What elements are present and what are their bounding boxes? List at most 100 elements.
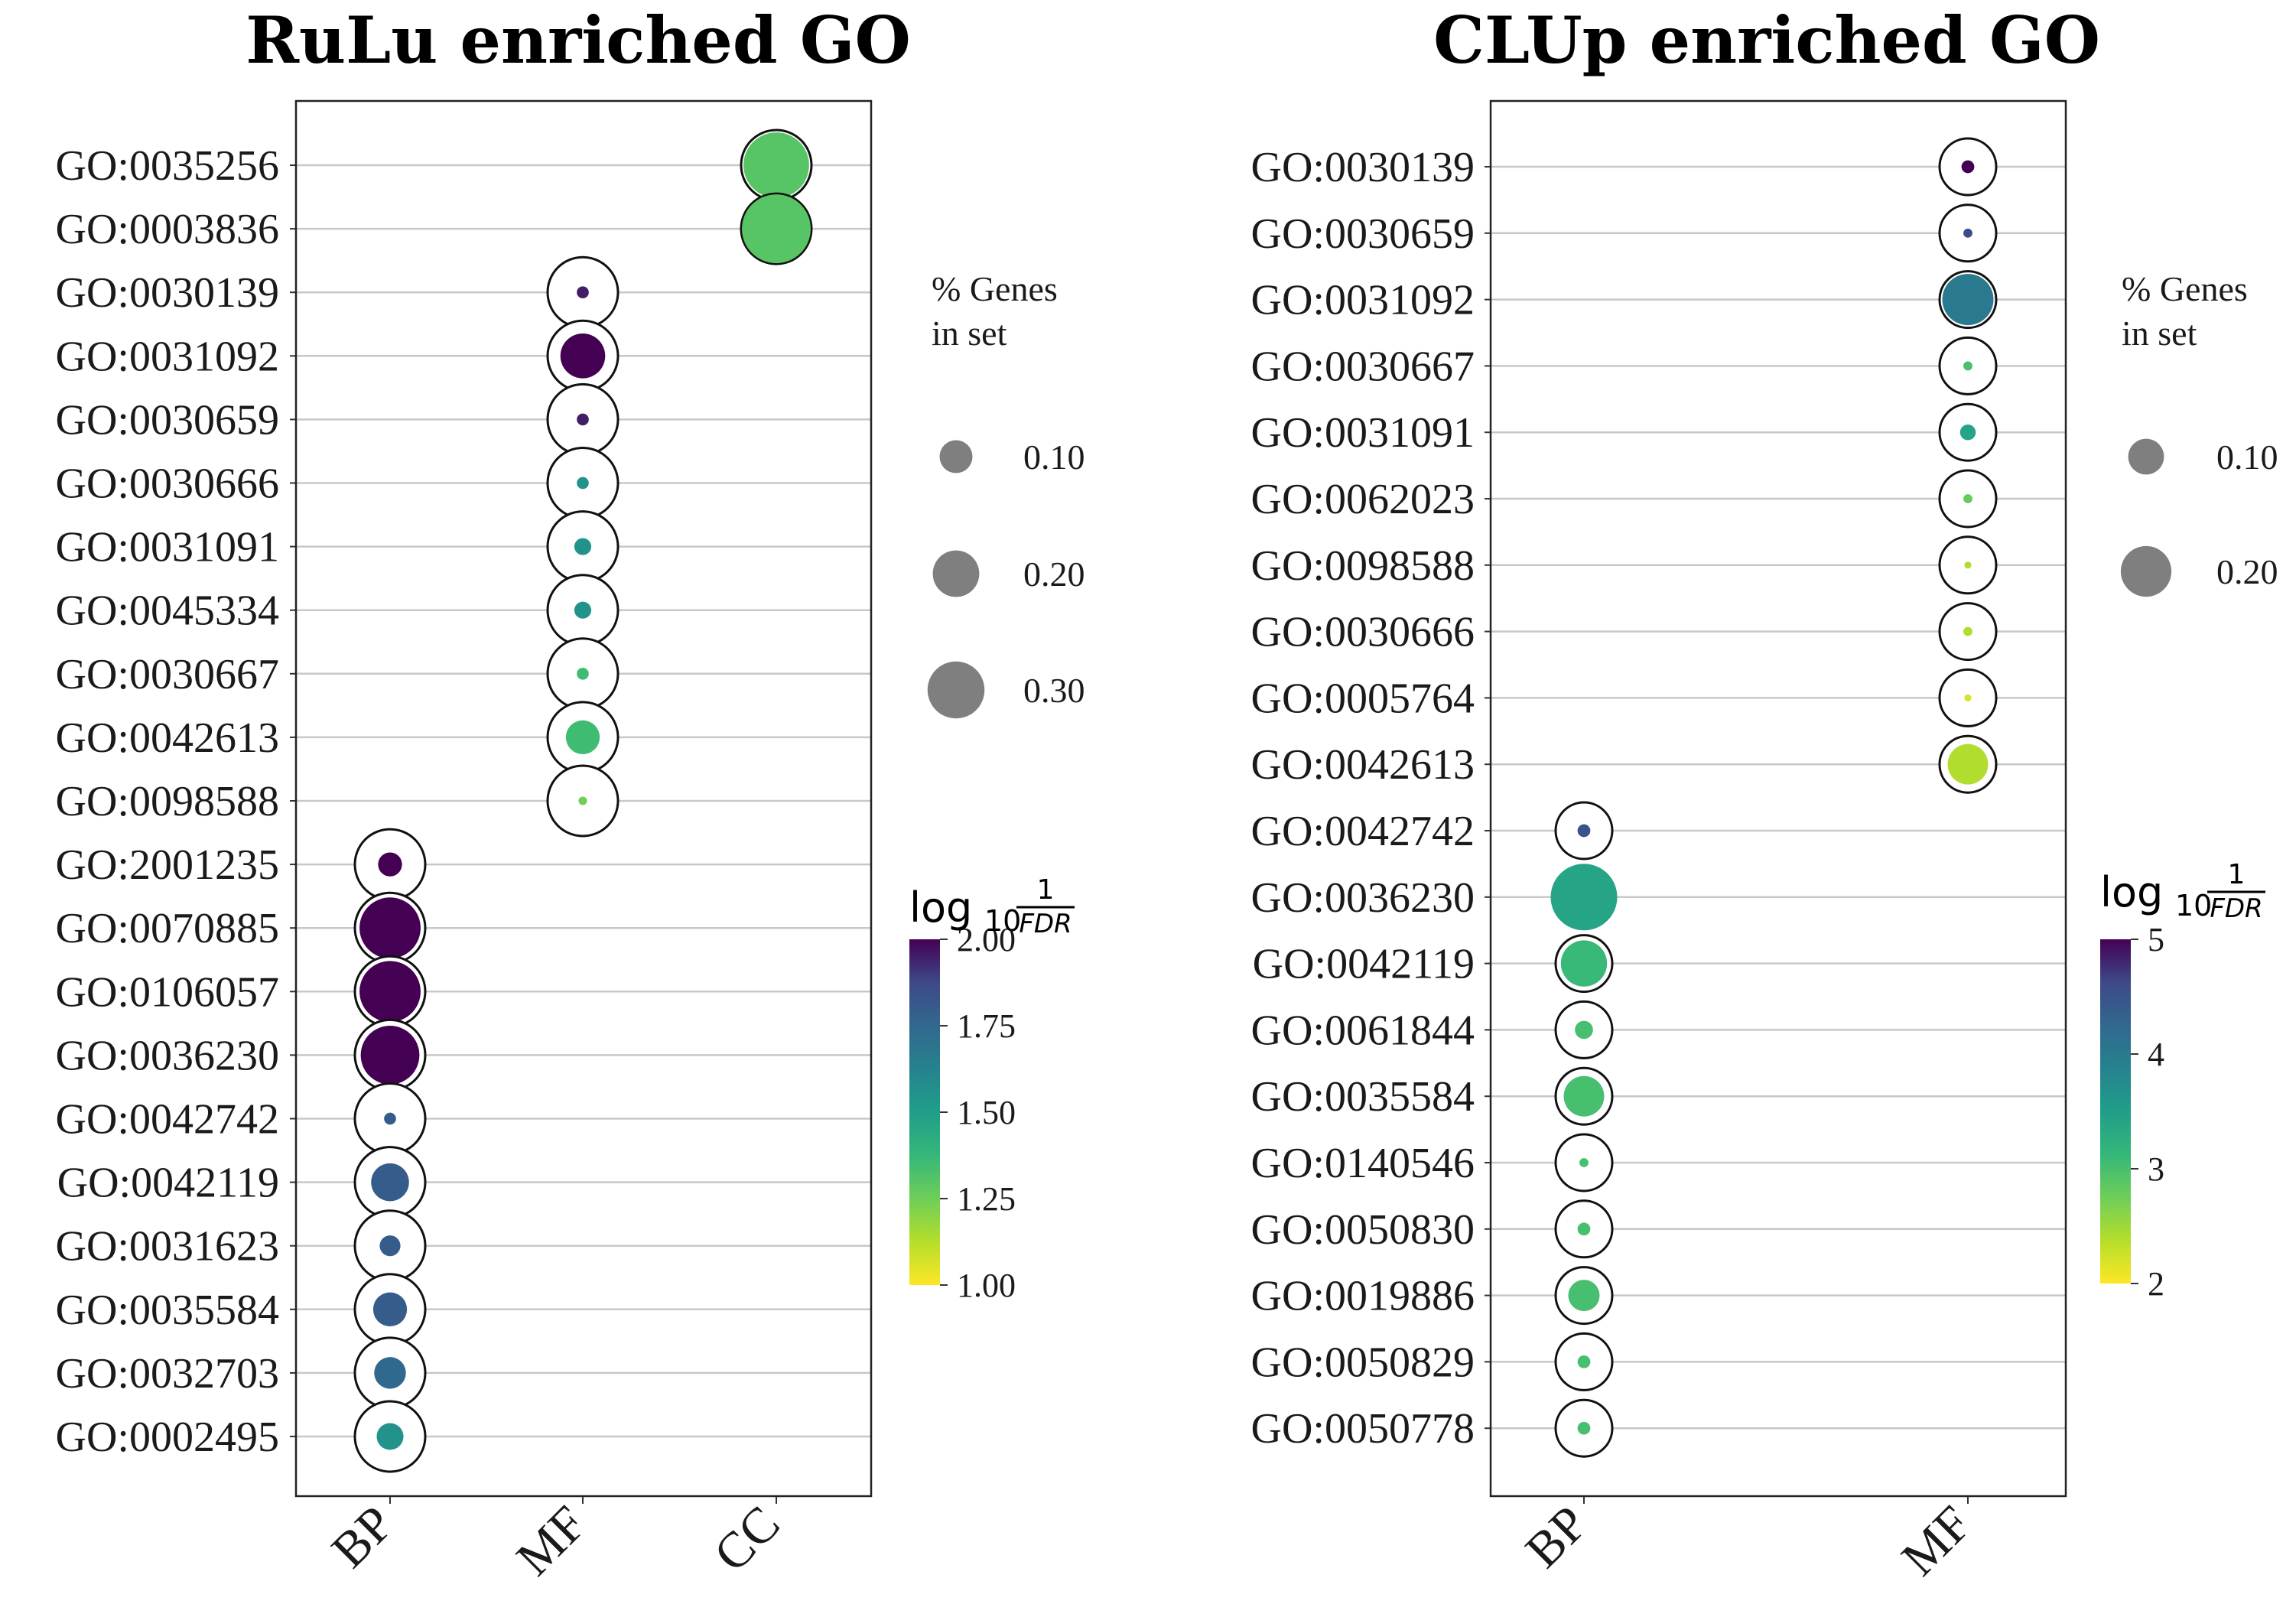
bubble	[743, 132, 809, 198]
y-tick-label: GO:0030667	[56, 651, 279, 698]
bubble	[1964, 561, 1972, 569]
clup-chart-title: CLUp enriched GO	[1433, 2, 2100, 78]
size-legend-title: in set	[2122, 314, 2197, 353]
colorbar-tick-label: 2	[2148, 1265, 2164, 1303]
y-tick-label: GO:0042742	[56, 1096, 279, 1144]
y-tick-label: GO:0032703	[56, 1350, 279, 1397]
colorbar-tick-label: 4	[2148, 1036, 2164, 1073]
clup-plot-frame	[1489, 99, 2067, 1498]
clup-chart: CLUp enriched GO GO:0030139 GO:0030659 GO:…	[1251, 2, 2278, 1586]
bubble	[1577, 1421, 1591, 1435]
bubble	[1964, 694, 1972, 701]
y-tick-label: GO:0035584	[1251, 1073, 1475, 1121]
bubble	[1577, 1222, 1591, 1236]
colorbar-title-numerator: 1	[1037, 874, 1055, 906]
y-tick-label: GO:0030667	[1251, 343, 1475, 390]
y-tick-label: GO:0030666	[1251, 609, 1475, 656]
bubble	[574, 601, 592, 619]
colorbar-tick-label: 1.00	[957, 1267, 1016, 1304]
colorbar-tick-label: 3	[2148, 1150, 2164, 1188]
y-tick-label: GO:0030139	[1251, 144, 1475, 191]
bubble	[376, 1423, 404, 1450]
size-legend-title: % Genes	[932, 269, 1058, 308]
y-tick-label: GO:0042613	[1251, 741, 1475, 789]
y-tick-label: GO:0098588	[56, 778, 279, 825]
y-tick-label: GO:0062023	[1251, 476, 1475, 523]
y-tick-label: GO:0031092	[1251, 277, 1475, 324]
rulu-chart-title: RuLu enriched GO	[246, 2, 911, 78]
y-tick-label: GO:2001235	[56, 841, 279, 889]
y-tick-label: GO:0035584	[56, 1287, 279, 1334]
colorbar-gradient	[909, 939, 940, 1285]
size-legend-marker	[939, 440, 973, 473]
size-legend-label: 0.20	[1023, 555, 1085, 594]
size-legend-title: in set	[932, 314, 1007, 353]
rulu-chart: RuLu enriched GO GO:0035256 GO:0003836 GO:…	[56, 2, 1085, 1586]
bubble	[574, 538, 592, 555]
rulu-plot-frame	[294, 99, 873, 1498]
colorbar-title: log	[909, 883, 972, 932]
bubble	[1568, 1280, 1600, 1312]
bubble	[577, 667, 589, 680]
bubble	[577, 286, 589, 299]
bubble	[1577, 824, 1591, 838]
colorbar-title-subscript: 10	[2175, 889, 2212, 922]
y-tick-label: GO:0050778	[1251, 1405, 1475, 1453]
colorbar-tick-label: 2.00	[957, 921, 1016, 958]
y-tick-label: GO:0030659	[1251, 210, 1475, 258]
y-tick-label: GO:0098588	[1251, 542, 1475, 590]
bubble	[1579, 1158, 1589, 1167]
y-tick-label: GO:0030139	[56, 269, 279, 317]
bubble	[1963, 494, 1972, 503]
rulu-bubbles	[353, 129, 813, 1473]
y-tick-label: GO:0005764	[1251, 675, 1475, 722]
y-tick-label: GO:0035256	[56, 142, 279, 190]
size-legend-title: % Genes	[2122, 269, 2248, 308]
size-legend-marker	[2128, 438, 2164, 475]
y-tick-label: GO:0042613	[56, 714, 279, 762]
bubble	[372, 1292, 408, 1326]
y-tick-label: GO:0002495	[56, 1414, 279, 1461]
colorbar-tick-label: 1.50	[957, 1094, 1016, 1131]
bubble	[1963, 626, 1972, 636]
bubble	[1961, 160, 1975, 174]
x-tick-label: MF	[506, 1495, 597, 1586]
colorbar-title-subscript: 10	[984, 904, 1021, 938]
bubble	[565, 720, 600, 755]
colorbar-title-denominator: FDR	[1019, 909, 1072, 939]
y-tick-label: GO:0019886	[1251, 1273, 1475, 1320]
bubble	[374, 1357, 406, 1389]
bubble	[578, 796, 587, 805]
y-tick-label: GO:0061844	[1251, 1007, 1475, 1054]
y-tick-label: GO:0042119	[1253, 941, 1475, 988]
rulu-size-legend: % Genes in set 0.10 0.20 0.30	[927, 269, 1085, 719]
x-tick-label: CC	[704, 1495, 791, 1583]
bubble	[1563, 1075, 1605, 1117]
size-legend-label: 0.10	[1023, 438, 1085, 477]
y-tick-label: GO:0031091	[1251, 409, 1475, 457]
clup-x-tick-labels: BP MF	[1515, 1495, 1982, 1586]
size-legend-label: 0.10	[2216, 438, 2278, 477]
y-tick-label: GO:0031623	[56, 1223, 279, 1270]
y-tick-label: GO:0003836	[56, 206, 279, 253]
bubble	[359, 961, 421, 1023]
bubble	[577, 477, 589, 490]
size-legend-marker	[932, 550, 980, 597]
colorbar-tick-label: 5	[2148, 921, 2164, 958]
bubble	[560, 333, 606, 379]
rulu-x-tick-labels: BP MF CC	[321, 1495, 791, 1586]
bubble	[1550, 864, 1618, 931]
clup-bubbles	[1550, 137, 1998, 1458]
colorbar-title-numerator: 1	[2228, 859, 2246, 890]
y-tick-label: GO:0036230	[1251, 874, 1475, 922]
bubble	[1942, 274, 1994, 326]
size-legend-marker	[927, 661, 985, 719]
y-tick-label: GO:0031092	[56, 333, 279, 380]
bubble	[384, 1112, 396, 1125]
bubble	[1575, 1020, 1593, 1040]
x-tick-label: BP	[1515, 1495, 1598, 1579]
y-tick-label: GO:0050829	[1251, 1339, 1475, 1386]
